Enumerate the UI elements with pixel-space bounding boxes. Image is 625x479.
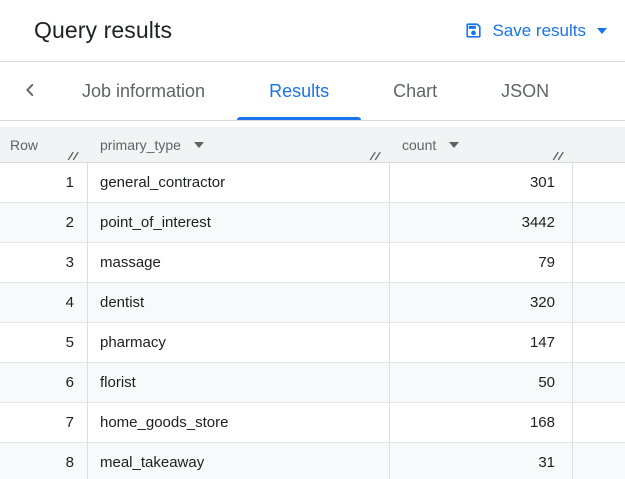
- count-cell: 147: [390, 323, 573, 362]
- save-icon: [464, 21, 483, 40]
- table-row: 8 meal_takeaway 31: [0, 443, 625, 479]
- count-cell: 301: [390, 163, 573, 202]
- row-number-cell: 5: [0, 323, 88, 362]
- empty-cell: [573, 283, 625, 322]
- primary-type-cell: florist: [88, 363, 390, 402]
- empty-cell: [573, 363, 625, 402]
- column-label-count: count: [402, 136, 437, 153]
- column-label-row: Row: [10, 136, 39, 153]
- table-row: 1 general_contractor 301: [0, 163, 625, 203]
- column-header-filler: [573, 127, 625, 162]
- table-row: 5 pharmacy 147: [0, 323, 625, 363]
- column-menu-caret-icon[interactable]: [449, 141, 460, 148]
- count-cell: 31: [390, 443, 573, 479]
- table-row: 3 massage 79: [0, 243, 625, 283]
- row-number-cell: 3: [0, 243, 88, 282]
- empty-cell: [573, 243, 625, 282]
- column-header-row: Row: [0, 127, 88, 162]
- table-header-row: Row primary_type count: [0, 127, 625, 163]
- table-row: 2 point_of_interest 3442: [0, 203, 625, 243]
- row-number-cell: 7: [0, 403, 88, 442]
- column-header-count: count: [390, 127, 573, 162]
- column-resize-handle-icon[interactable]: [369, 148, 382, 161]
- primary-type-cell: dentist: [88, 283, 390, 322]
- primary-type-cell: point_of_interest: [88, 203, 390, 242]
- back-chevron-icon: [19, 79, 41, 104]
- page-header: Query results Save results: [0, 0, 625, 62]
- empty-cell: [573, 163, 625, 202]
- row-number-cell: 2: [0, 203, 88, 242]
- table-row: 7 home_goods_store 168: [0, 403, 625, 443]
- count-cell: 3442: [390, 203, 573, 242]
- tab-chart[interactable]: Chart: [393, 80, 438, 101]
- save-results-dropdown-caret-icon: [597, 27, 607, 34]
- primary-type-cell: general_contractor: [88, 163, 390, 202]
- empty-cell: [573, 403, 625, 442]
- tab-results[interactable]: Results: [237, 62, 362, 120]
- tab-json[interactable]: JSON: [501, 80, 550, 101]
- row-number-cell: 8: [0, 443, 88, 479]
- primary-type-cell: massage: [88, 243, 390, 282]
- column-resize-handle-icon[interactable]: [552, 148, 565, 161]
- count-cell: 50: [390, 363, 573, 402]
- empty-cell: [573, 203, 625, 242]
- primary-type-cell: pharmacy: [88, 323, 390, 362]
- empty-cell: [573, 323, 625, 362]
- table-body: 1 general_contractor 301 2 point_of_interest…: [0, 163, 625, 479]
- save-results-label: Save results: [492, 20, 586, 40]
- column-menu-caret-icon[interactable]: [193, 141, 204, 148]
- table-row: 4 dentist 320: [0, 283, 625, 323]
- results-table: Row primary_type count: [0, 127, 625, 479]
- row-number-cell: 4: [0, 283, 88, 322]
- save-results-button[interactable]: Save results: [460, 19, 611, 43]
- column-label-primary-type: primary_type: [100, 136, 181, 153]
- empty-cell: [573, 443, 625, 479]
- count-cell: 320: [390, 283, 573, 322]
- row-number-cell: 1: [0, 163, 88, 202]
- column-resize-handle-icon[interactable]: [67, 148, 80, 161]
- page-title: Query results: [34, 17, 173, 43]
- count-cell: 168: [390, 403, 573, 442]
- tab-job-information[interactable]: Job information: [82, 80, 206, 101]
- row-number-cell: 6: [0, 363, 88, 402]
- primary-type-cell: home_goods_store: [88, 403, 390, 442]
- results-tabbar: Job information Results Chart JSON: [0, 62, 625, 121]
- column-header-primary-type: primary_type: [88, 127, 390, 162]
- count-cell: 79: [390, 243, 573, 282]
- table-row: 6 florist 50: [0, 363, 625, 403]
- primary-type-cell: meal_takeaway: [88, 443, 390, 479]
- back-button[interactable]: [10, 62, 50, 120]
